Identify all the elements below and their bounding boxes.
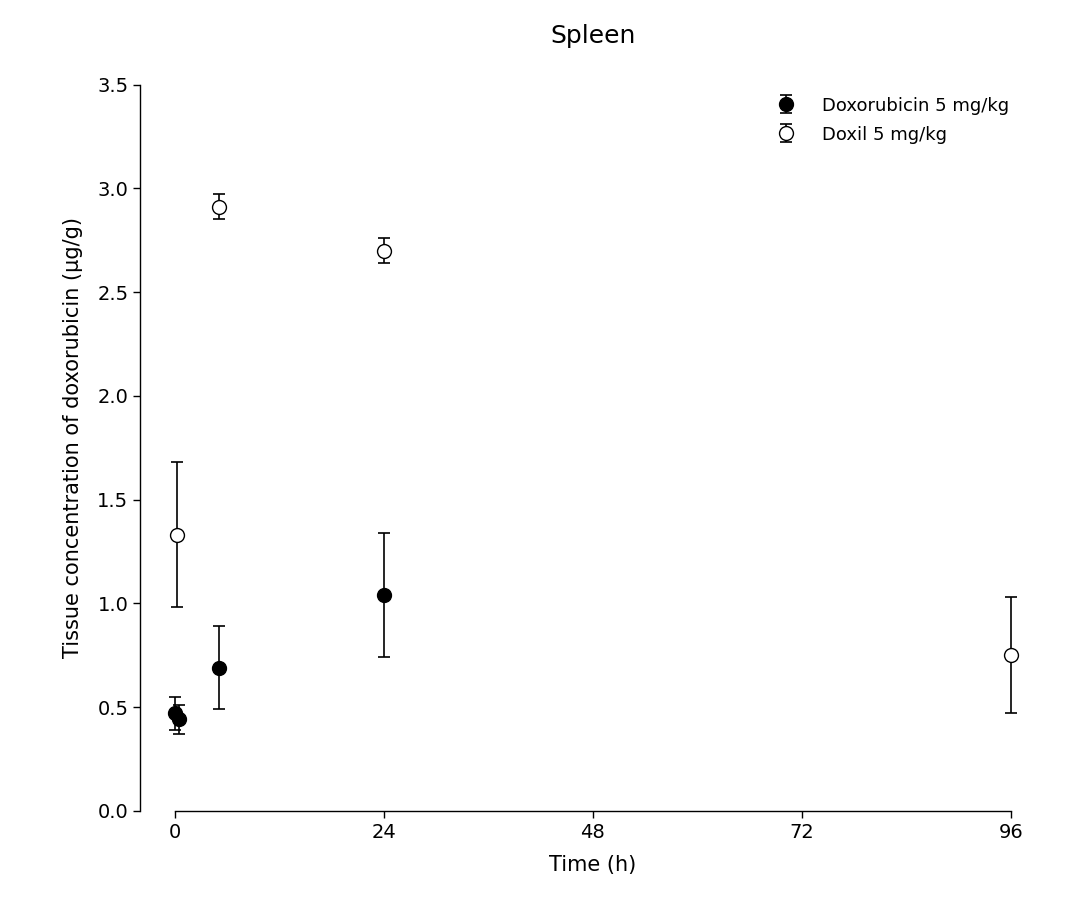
Y-axis label: Tissue concentration of doxorubicin (μg/g): Tissue concentration of doxorubicin (μg/… — [64, 217, 83, 658]
Title: Spleen: Spleen — [550, 24, 636, 48]
Legend: Doxorubicin 5 mg/kg, Doxil 5 mg/kg: Doxorubicin 5 mg/kg, Doxil 5 mg/kg — [759, 87, 1019, 153]
X-axis label: Time (h): Time (h) — [550, 855, 636, 875]
